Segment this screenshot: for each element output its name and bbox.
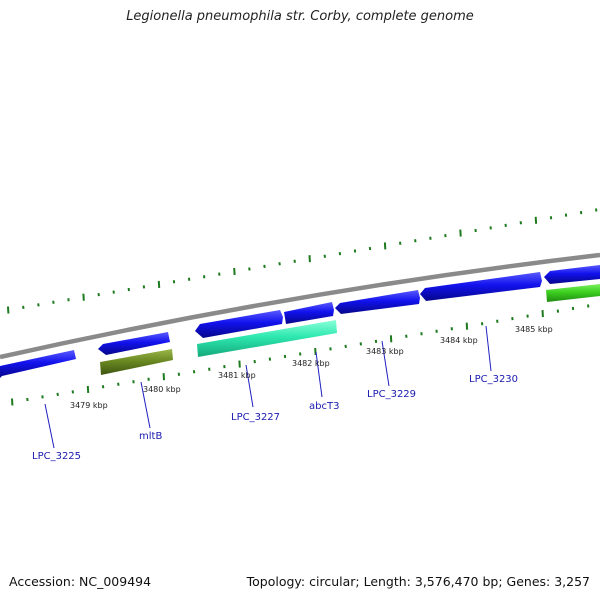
gene-label-lpc-3225[interactable]: LPC_3225 [32,451,81,462]
gene-label-abct3[interactable]: abcT3 [309,401,339,412]
leader-lpc-3229 [381,340,390,387]
genome-backbone [0,252,600,360]
tick-labels: 3479 kbp 3480 kbp 3481 kbp 3482 kbp 3483… [70,325,553,410]
gene-lpc-3225-arrow[interactable] [0,350,76,378]
gene-lpc-3229-arrow[interactable] [335,290,420,314]
gene-abct3-blue-arrow[interactable] [284,302,334,324]
tick-label-3481: 3481 kbp [218,371,256,380]
gene-mltb-olive[interactable] [100,349,173,375]
genome-summary-text: Topology: circular; Length: 3,576,470 bp… [246,574,590,589]
gene-label-lpc-3229[interactable]: LPC_3229 [367,389,416,400]
gene-abct3-cyan[interactable] [197,320,337,357]
reverse-strand-genes [100,284,600,375]
leader-lpc-3227 [245,364,254,408]
gene-labels: LPC_3225 mltB LPC_3227 abcT3 LPC_3229 LP… [32,374,518,462]
gene-label-mltb[interactable]: mltB [139,431,162,442]
tick-label-3483: 3483 kbp [366,347,404,356]
accession-text: Accession: NC_009494 [9,574,152,589]
outer-tick-ring [7,208,598,314]
tick-label-3482: 3482 kbp [292,359,330,368]
tick-label-3479: 3479 kbp [70,401,108,410]
tick-label-3485: 3485 kbp [515,325,553,334]
gene-label-lpc-3227[interactable]: LPC_3227 [231,412,280,423]
forward-strand-genes [0,265,600,378]
leader-lpc-3230 [485,325,492,372]
gene-lpc-3227-arrow[interactable] [195,310,283,338]
leader-lpc-3225 [44,403,55,449]
gene-right-edge-green[interactable] [546,284,600,302]
gene-label-lpc-3230[interactable]: LPC_3230 [469,374,518,385]
tick-label-3484: 3484 kbp [440,336,478,345]
map-title: Legionella pneumophila str. Corby, compl… [126,9,474,24]
tick-label-3480: 3480 kbp [143,385,181,394]
leader-mltb [140,381,151,429]
label-leaders [44,325,492,449]
gene-right-edge-arrow[interactable] [544,265,600,284]
gene-mltb-blue-arrow[interactable] [98,332,170,355]
inner-tick-ring [11,304,590,406]
leader-abct3 [315,351,323,398]
gene-lpc-3230-arrow[interactable] [420,272,542,301]
